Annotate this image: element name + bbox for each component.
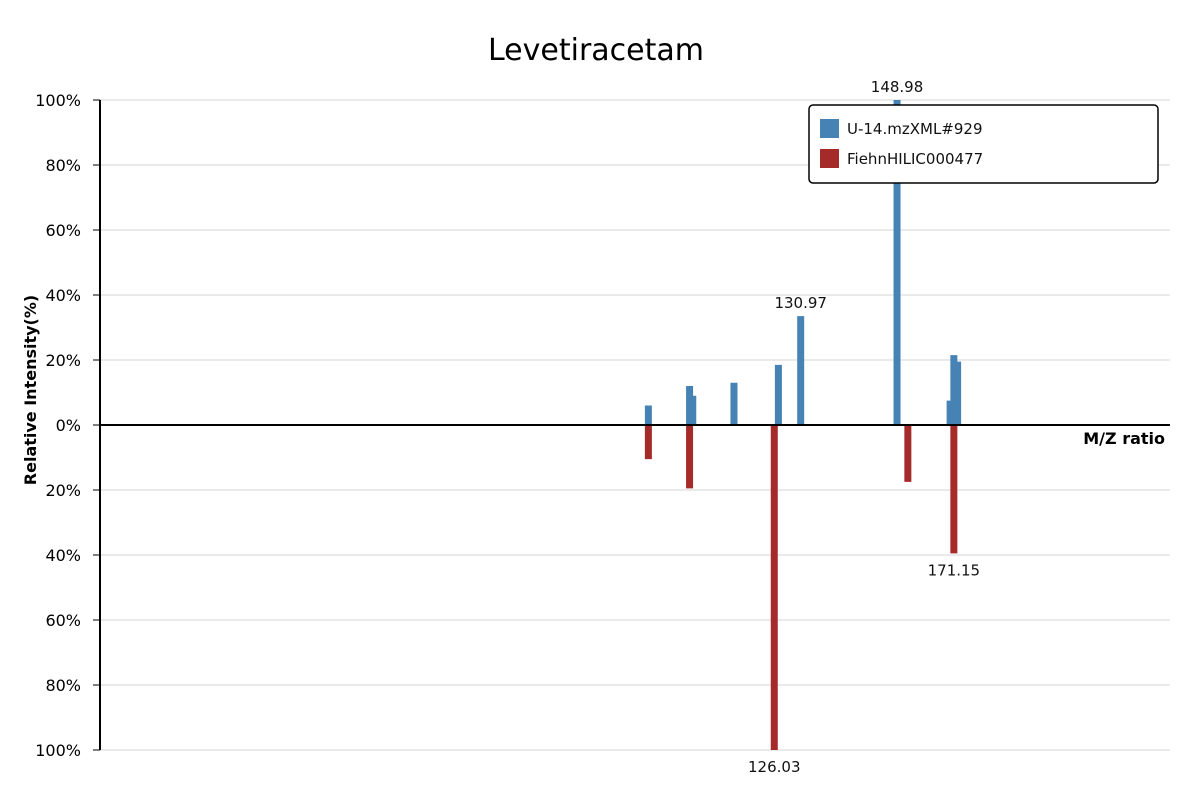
peak-label: 148.98	[871, 78, 924, 96]
peak-label: 130.97	[774, 294, 827, 312]
y-tick-labels: 100% 80% 60% 40% 20% 0% 20% 40% 60% 80% 100%	[35, 91, 100, 760]
legend-label-u14: U-14.mzXML#929	[847, 120, 983, 138]
y-tick-label: 60%	[45, 611, 81, 630]
chart-title: Levetiracetam	[488, 33, 704, 68]
y-tick-label: 80%	[45, 156, 81, 175]
y-tick-label: 40%	[45, 546, 81, 565]
y-tick-label: 20%	[45, 351, 81, 370]
axes	[99, 100, 1170, 750]
peak-bar-u14	[774, 364, 782, 425]
legend-swatch-u14	[820, 119, 839, 138]
peak-bar-fiehn	[644, 425, 652, 460]
peak-bar-fiehn	[686, 425, 694, 489]
legend-swatch-fiehn	[820, 149, 839, 168]
y-tick-label: 100%	[35, 741, 81, 760]
y-tick-label: 20%	[45, 481, 81, 500]
peak-bar-u14	[689, 395, 697, 425]
grid-lines	[100, 99, 1170, 751]
y-tick-label: 60%	[45, 221, 81, 240]
legend-box	[808, 104, 1159, 184]
peak-bar-u14	[954, 361, 962, 425]
peak-bar-u14	[946, 400, 954, 425]
y-tick-label: 100%	[35, 91, 81, 110]
bars	[644, 100, 962, 750]
peak-bar-fiehn	[950, 425, 958, 554]
legend: U-14.mzXML#929 FiehnHILIC000477	[808, 104, 1159, 184]
peak-label: 126.03	[748, 758, 801, 776]
legend-label-fiehn: FiehnHILIC000477	[847, 150, 983, 168]
peak-bar-u14	[893, 100, 901, 425]
y-tick-label: 0%	[56, 416, 81, 435]
y-axis-title: Relative Intensity(%)	[21, 295, 40, 485]
peak-bar-u14	[730, 382, 738, 425]
y-tick-label: 40%	[45, 286, 81, 305]
peak-labels: 130.97 148.98 126.03 171.15	[748, 78, 980, 776]
y-tick-label: 80%	[45, 676, 81, 695]
peak-bar-u14	[797, 316, 805, 425]
x-axis-title: M/Z ratio	[1083, 429, 1165, 448]
peak-bar-u14	[950, 355, 958, 425]
peak-label: 171.15	[928, 561, 981, 579]
peak-bar-fiehn	[904, 425, 912, 482]
peak-bar-fiehn	[770, 425, 778, 750]
peak-bar-u14	[644, 405, 652, 425]
